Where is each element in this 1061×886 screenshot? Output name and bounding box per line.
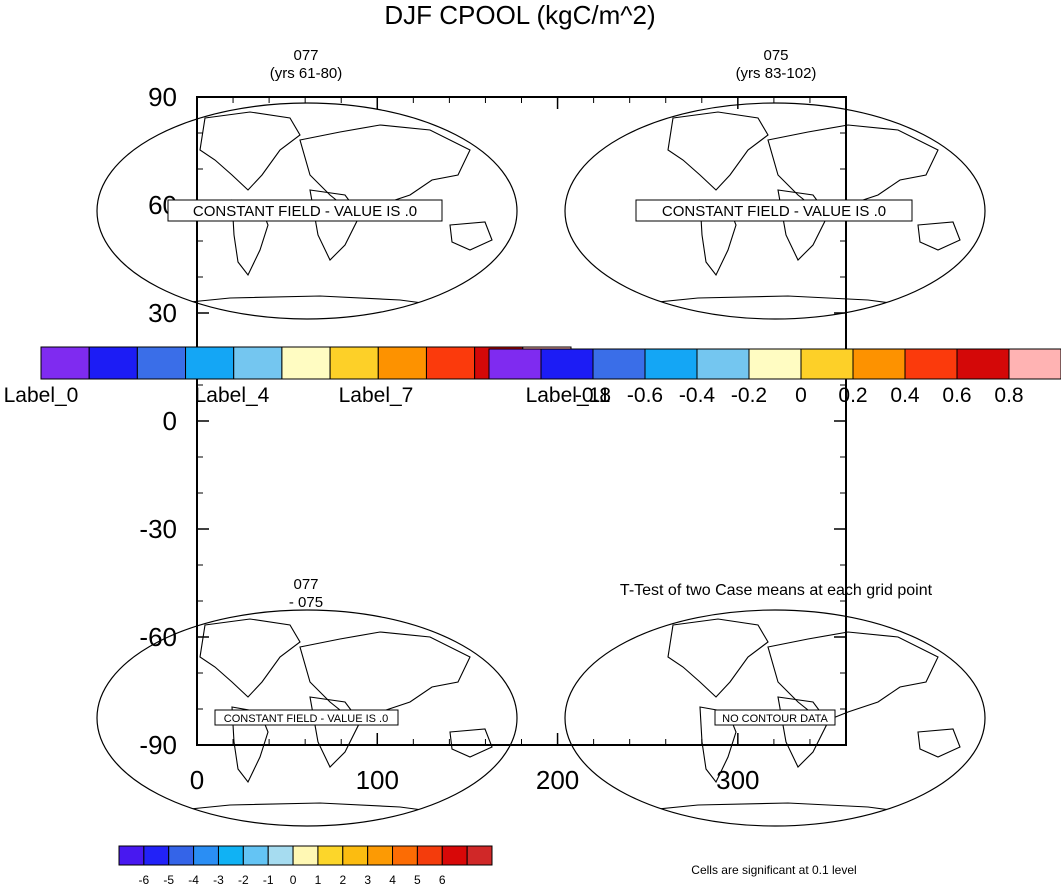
colorbar-right-label: -0.6 xyxy=(627,384,663,407)
y-tick-label: -30 xyxy=(139,514,177,544)
y-tick-label: -90 xyxy=(139,730,177,760)
colorbar-right-swatch xyxy=(592,348,646,380)
panel2-note: CONSTANT FIELD - VALUE IS .0 xyxy=(662,203,886,220)
colorbar-bottom-swatch xyxy=(466,845,493,866)
panel1-note: CONSTANT FIELD - VALUE IS .0 xyxy=(193,203,417,220)
colorbar-bottom-label: 5 xyxy=(414,873,421,886)
colorbar-left-swatch xyxy=(329,346,379,380)
colorbar-bottom-swatch xyxy=(168,845,195,866)
colorbar-bottom xyxy=(118,845,493,866)
colorbar-bottom-swatch xyxy=(317,845,344,866)
colorbar-bottom-swatch xyxy=(392,845,418,866)
significance-note: Cells are significant at 0.1 level xyxy=(691,863,856,877)
colorbar-right-label: -0.2 xyxy=(731,384,767,407)
panel3-note-box: CONSTANT FIELD - VALUE IS .0 xyxy=(214,709,399,726)
colorbar-right-swatch xyxy=(748,348,802,380)
colorbar-bottom-swatch xyxy=(217,845,244,866)
colorbar-right-swatch xyxy=(904,348,958,380)
colorbar-right-swatch xyxy=(800,348,854,380)
panel3-note: CONSTANT FIELD - VALUE IS .0 xyxy=(224,713,388,725)
panel3-subtitle: - 075 xyxy=(289,594,323,611)
colorbar-left-label: Label_11 xyxy=(526,384,611,407)
colorbar-bottom-swatch xyxy=(118,845,145,866)
colorbar-left-label: Label_7 xyxy=(339,384,414,407)
colorbar-bottom-label: 6 xyxy=(439,873,446,886)
panel1-subtitle: (yrs 61-80) xyxy=(270,65,343,82)
colorbar-left-label: Label_0 xyxy=(4,384,79,407)
colorbar-bottom-label: -2 xyxy=(238,873,249,886)
colorbar-bottom-swatch xyxy=(267,845,294,866)
colorbar-left-swatch xyxy=(136,346,187,380)
x-tick-label: 0 xyxy=(190,765,204,795)
panel1-title: 077 xyxy=(293,47,318,64)
colorbar-right-swatch xyxy=(540,348,594,380)
colorbar-right-swatch xyxy=(488,348,542,380)
colorbar-left-swatch xyxy=(185,346,235,380)
panel2-subtitle: (yrs 83-102) xyxy=(736,65,817,82)
colorbar-bottom-label: 4 xyxy=(389,873,396,886)
colorbar-right xyxy=(488,348,1061,380)
ttest-title: T-Test of two Case means at each grid po… xyxy=(620,582,933,599)
panel4-note: NO CONTOUR DATA xyxy=(722,713,828,725)
colorbar-left-label: Label_4 xyxy=(195,384,270,407)
x-tick-label: 200 xyxy=(536,765,579,795)
colorbar-bottom-swatch xyxy=(292,845,319,866)
panel3-title: 077 xyxy=(293,576,318,593)
colorbar-bottom-labels: -6 -5 -4 -3 -2 -1 0 1 2 3 4 5 6 xyxy=(139,873,446,886)
colorbar-bottom-label: 2 xyxy=(339,873,346,886)
colorbar-right-swatch xyxy=(956,348,1010,380)
x-axis: 0 100 200 300 xyxy=(190,97,811,795)
colorbar-right-label: 0.2 xyxy=(838,384,867,407)
colorbar-bottom-label: -6 xyxy=(139,873,150,886)
colorbar-right-label: 0.6 xyxy=(942,384,971,407)
colorbar-right-label: -0.4 xyxy=(679,384,716,407)
panel4-note-box: NO CONTOUR DATA xyxy=(714,709,836,726)
colorbar-left-swatch xyxy=(88,346,138,380)
colorbar-bottom-swatch xyxy=(242,845,269,866)
colorbar-right-label: 0.4 xyxy=(890,384,920,407)
colorbar-right-swatch xyxy=(696,348,750,380)
colorbar-left-swatch xyxy=(281,346,331,380)
colorbar-bottom-label: -1 xyxy=(263,873,274,886)
colorbar-left-labels: Label_0 Label_4 Label_7 Label_11 xyxy=(4,384,611,407)
colorbar-bottom-swatch xyxy=(193,845,219,866)
colorbar-bottom-swatch xyxy=(143,845,170,866)
colorbar-right-swatch xyxy=(644,348,698,380)
colorbar-right-swatch xyxy=(852,348,906,380)
colorbar-right-swatch xyxy=(1008,348,1061,380)
colorbar-bottom-label: -4 xyxy=(188,873,199,886)
colorbar-bottom-label: 1 xyxy=(315,873,322,886)
colorbar-left-swatch xyxy=(425,346,476,380)
colorbar-left-swatch xyxy=(40,346,90,380)
colorbar-bottom-label: -5 xyxy=(163,873,174,886)
colorbar-right-label: 0 xyxy=(795,384,807,407)
colorbar-bottom-label: -3 xyxy=(213,873,224,886)
colorbar-right-label: 0.8 xyxy=(994,384,1023,407)
y-tick-label: 30 xyxy=(148,298,177,328)
colorbar-bottom-label: 3 xyxy=(364,873,371,886)
colorbar-bottom-label: 0 xyxy=(290,873,297,886)
x-tick-label: 300 xyxy=(716,765,759,795)
panel2-title: 075 xyxy=(763,47,788,64)
y-tick-label: 0 xyxy=(163,406,177,436)
colorbar-bottom-swatch xyxy=(342,845,369,866)
colorbar-left-swatch xyxy=(377,346,427,380)
chart-title: DJF CPOOL (kgC/m^2) xyxy=(384,0,655,30)
panel2-note-box: CONSTANT FIELD - VALUE IS .0 xyxy=(635,199,913,222)
panel1-note-box: CONSTANT FIELD - VALUE IS .0 xyxy=(167,199,443,222)
colorbar-bottom-swatch xyxy=(416,845,443,866)
y-tick-label: -60 xyxy=(139,622,177,652)
colorbar-bottom-swatch xyxy=(441,845,468,866)
colorbar-left-swatch xyxy=(233,346,283,380)
x-tick-label: 100 xyxy=(356,765,399,795)
colorbar-bottom-swatch xyxy=(367,845,394,866)
y-tick-label: 90 xyxy=(148,82,177,112)
colorbar-right-label: -0.8 xyxy=(575,384,611,407)
colorbar-right-labels: -0.8 -0.6 -0.4 -0.2 0 0.2 0.4 0.6 0.8 xyxy=(575,384,1024,407)
